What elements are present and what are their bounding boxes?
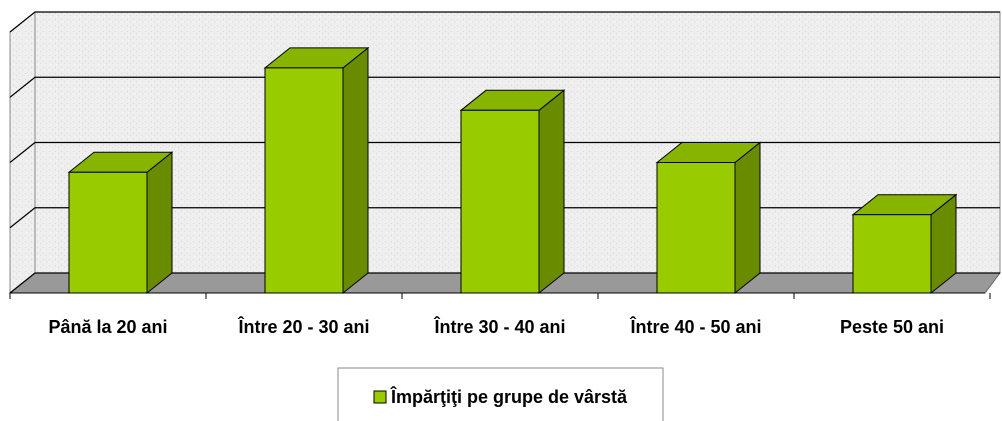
bar bbox=[851, 193, 958, 295]
bar bbox=[67, 151, 174, 295]
bar-front bbox=[460, 109, 540, 294]
bar-side bbox=[146, 151, 173, 295]
bar-front bbox=[852, 214, 932, 294]
grid-line bbox=[9, 11, 1000, 33]
legend bbox=[337, 367, 664, 421]
x-tick-label: Peste 50 ani bbox=[840, 317, 944, 337]
bar-front bbox=[656, 162, 736, 294]
bar-side bbox=[538, 89, 565, 295]
bar-front bbox=[68, 171, 148, 294]
bar-side bbox=[734, 141, 761, 295]
legend-swatch bbox=[373, 390, 387, 404]
x-tick-label: Între 20 - 30 ani bbox=[237, 316, 369, 337]
bar bbox=[655, 141, 762, 295]
x-tick-label: Între 40 - 50 ani bbox=[629, 316, 761, 337]
grid-line bbox=[9, 76, 1000, 98]
bar bbox=[263, 46, 370, 295]
legend-label: Împărţiţi pe grupe de vârstă bbox=[390, 386, 628, 407]
x-tick-label: Până la 20 ani bbox=[48, 317, 167, 337]
bar bbox=[459, 89, 566, 295]
x-tick-label: Între 30 - 40 ani bbox=[433, 316, 565, 337]
bar-side bbox=[342, 46, 369, 295]
bar-front bbox=[264, 67, 344, 294]
grid-line bbox=[9, 141, 1000, 163]
